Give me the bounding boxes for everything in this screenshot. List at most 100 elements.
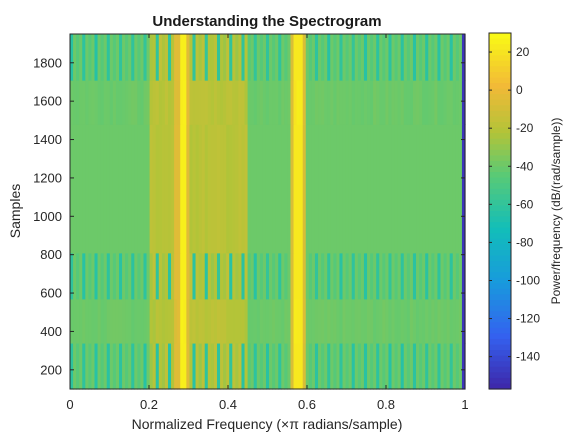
heatmap-cell	[382, 80, 386, 125]
heatmap-cell	[223, 34, 227, 81]
heatmap-cell	[351, 34, 356, 81]
heatmap-cell	[440, 34, 445, 81]
heatmap-cell	[318, 252, 322, 300]
heatmap-cell	[428, 342, 432, 390]
heatmap-cell	[367, 342, 371, 390]
heatmap-cell	[118, 34, 123, 81]
heatmap-cell	[82, 80, 86, 125]
heatmap-cell	[247, 80, 252, 125]
heatmap-cell	[431, 124, 435, 254]
heatmap-cell	[382, 298, 386, 344]
heatmap-cell	[88, 252, 93, 300]
heatmap-cell	[186, 80, 191, 125]
heatmap-cell	[152, 80, 157, 125]
heatmap-cell	[70, 252, 74, 300]
heatmap-cell	[452, 34, 457, 81]
heatmap-cell	[128, 80, 132, 125]
heatmap-cell	[446, 252, 451, 300]
heatmap-cell	[373, 124, 377, 254]
heatmap-cell	[354, 298, 359, 344]
heatmap-cell	[186, 124, 191, 254]
heatmap-cell	[321, 34, 325, 81]
heatmap-cell	[94, 342, 99, 390]
colorbar-swatch	[489, 238, 511, 245]
heatmap-cell	[305, 80, 310, 125]
y-tick-label: 1800	[33, 55, 62, 70]
heatmap-cell	[345, 124, 350, 254]
heatmap-cell	[112, 34, 117, 81]
heatmap-cell	[409, 34, 414, 81]
heatmap-cell	[284, 124, 288, 254]
heatmap-cell	[305, 342, 310, 390]
heatmap-cell	[140, 34, 145, 81]
heatmap-cell	[186, 252, 191, 300]
heatmap-cell	[259, 34, 264, 81]
heatmap-cell	[220, 80, 224, 125]
heatmap-cell	[85, 124, 89, 254]
heatmap-cell	[281, 298, 285, 344]
heatmap-cell	[134, 124, 138, 254]
heatmap-cell	[379, 124, 383, 254]
heatmap-cell	[458, 252, 463, 300]
heatmap-cell	[146, 80, 151, 125]
heatmap-cell	[250, 124, 255, 254]
heatmap-cell	[207, 252, 212, 300]
heatmap-cell	[403, 80, 408, 125]
heatmap-cell	[115, 124, 120, 254]
colorbar-swatch	[489, 194, 511, 201]
heatmap-cell	[155, 34, 160, 81]
heatmap-cell	[100, 34, 105, 81]
heatmap-cell	[265, 252, 270, 300]
heatmap-cell	[272, 298, 276, 344]
heatmap-cell	[226, 252, 230, 300]
heatmap-cell	[443, 34, 448, 81]
heatmap-cell	[198, 80, 203, 125]
heatmap-cell	[161, 80, 166, 125]
heatmap-cell	[409, 80, 414, 125]
heatmap-cell	[458, 34, 463, 81]
heatmap-cell	[103, 252, 108, 300]
colorbar-swatch	[489, 49, 511, 56]
colorbar-swatch	[489, 99, 511, 106]
heatmap-cell	[437, 80, 442, 125]
heatmap-cell	[406, 80, 411, 125]
heatmap-cell	[73, 342, 77, 390]
colorbar-swatch	[489, 316, 511, 323]
heatmap-cell	[351, 252, 356, 300]
heatmap-cell	[73, 252, 77, 300]
heatmap-cell	[198, 298, 203, 344]
colorbar-swatch	[489, 55, 511, 62]
heatmap-cell	[455, 342, 460, 390]
heatmap-cell	[232, 80, 236, 125]
heatmap-cell	[229, 342, 233, 390]
heatmap-cell	[363, 252, 368, 300]
heatmap-cell	[336, 298, 341, 344]
heatmap-cell	[416, 34, 420, 81]
heatmap-cell	[397, 252, 402, 300]
heatmap-cell	[330, 34, 334, 81]
heatmap-cell	[324, 298, 328, 344]
colorbar-swatch	[489, 149, 511, 156]
heatmap-cell	[425, 34, 429, 81]
heatmap-cell	[118, 124, 123, 254]
colorbar-swatch	[489, 88, 511, 95]
colorbar-swatch	[489, 305, 511, 312]
heatmap-cell	[109, 298, 114, 344]
heatmap-cell	[91, 298, 96, 344]
heatmap-cell	[189, 124, 194, 254]
heatmap-cell	[232, 124, 236, 254]
heatmap-cell	[461, 342, 466, 390]
heatmap-cell	[416, 80, 420, 125]
heatmap-cell	[122, 298, 126, 344]
y-tick-label: 1200	[33, 170, 62, 185]
heatmap-cell	[351, 80, 356, 125]
heatmap-cell	[195, 124, 200, 254]
colorbar-swatch	[489, 311, 511, 318]
heatmap-cell	[324, 34, 328, 81]
colorbar-swatch	[489, 116, 511, 123]
colorbar-swatch	[489, 350, 511, 357]
heatmap-cell	[428, 80, 432, 125]
heatmap-cell	[262, 80, 267, 125]
colorbar-swatch	[489, 133, 511, 140]
heatmap-cell	[137, 298, 142, 344]
